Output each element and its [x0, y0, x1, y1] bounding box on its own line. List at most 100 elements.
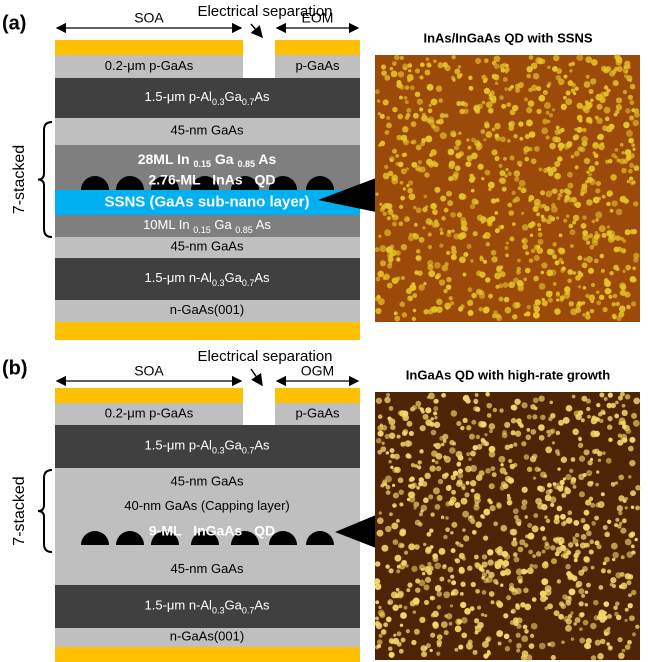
afm-dot: [375, 616, 380, 621]
afm-dot: [596, 103, 603, 110]
afm-dot: [410, 462, 416, 468]
afm-dot: [617, 637, 623, 643]
afm-dot: [484, 169, 491, 176]
afm-dot: [547, 642, 552, 647]
afm-dot: [573, 134, 580, 140]
afm-dot: [434, 562, 442, 570]
afm-dot: [532, 72, 540, 80]
afm-dot: [633, 252, 640, 259]
afm-dot: [491, 313, 497, 319]
afm-dot: [462, 226, 469, 232]
top-layer-label: 0.2-μm p-GaAs: [105, 405, 194, 420]
afm-dot: [414, 91, 421, 98]
afm-dot: [512, 508, 519, 515]
afm-dot: [426, 532, 432, 537]
region-label: EOM: [302, 10, 334, 26]
afm-dot: [596, 290, 600, 295]
afm-dot: [530, 633, 535, 638]
afm-dot: [474, 618, 480, 624]
afm-dot: [396, 79, 402, 85]
subscript: 0.3: [212, 97, 225, 107]
afm-dot: [569, 468, 574, 474]
afm-dot: [596, 615, 602, 621]
afm-dot: [538, 167, 543, 172]
afm-dot: [554, 449, 560, 454]
afm-dot: [590, 299, 595, 304]
afm-dot: [527, 522, 533, 528]
afm-dot: [530, 622, 538, 630]
afm-dot: [450, 531, 454, 535]
afm-dot: [395, 587, 400, 592]
afm-dot: [596, 450, 603, 457]
afm-dot: [557, 247, 564, 253]
afm-dot: [613, 264, 619, 271]
afm-dot: [532, 476, 537, 480]
afm-dot: [379, 260, 387, 267]
afm-dot: [406, 184, 410, 188]
afm-dot: [582, 523, 590, 531]
afm-dot: [626, 580, 632, 586]
afm-dot: [475, 474, 483, 481]
afm-dot: [381, 424, 388, 431]
afm-dot: [560, 260, 565, 265]
afm-dot: [549, 641, 556, 648]
afm-dot: [590, 655, 597, 661]
afm-dot: [514, 87, 521, 93]
afm-dot: [574, 201, 582, 209]
afm-dot: [630, 301, 637, 307]
afm-dot: [386, 216, 391, 221]
afm-dot: [459, 108, 465, 115]
afm-dot: [629, 162, 635, 169]
afm-dot: [585, 311, 590, 316]
afm-dot: [554, 173, 560, 179]
afm-dot: [398, 604, 403, 609]
afm-dot: [454, 647, 459, 652]
top-layer-label: p-GaAs: [295, 58, 340, 73]
afm-dot: [595, 482, 599, 487]
afm-dot: [430, 632, 436, 638]
afm-dot: [545, 190, 553, 198]
afm-dot: [576, 54, 584, 62]
afm-dot: [533, 275, 539, 282]
afm-dot: [396, 569, 401, 574]
afm-dot: [609, 270, 614, 276]
afm-dot: [462, 417, 468, 424]
afm-dot: [482, 234, 487, 239]
afm-dot: [421, 115, 428, 122]
afm-dot: [468, 433, 475, 440]
afm-dot: [578, 601, 584, 607]
afm-dot: [471, 137, 476, 143]
afm-dot: [635, 484, 641, 491]
afm-dot: [567, 596, 572, 600]
afm-dot: [462, 528, 466, 532]
afm-dot: [399, 84, 405, 90]
afm-dot: [512, 104, 519, 112]
afm-dot: [450, 254, 457, 261]
afm-dot: [440, 442, 445, 447]
afm-dot: [579, 627, 583, 631]
afm-dot: [499, 271, 506, 278]
afm-dot: [521, 486, 528, 493]
afm-dot: [430, 98, 438, 106]
layer-text: n-GaAs(001): [170, 302, 244, 317]
afm-dot: [580, 191, 585, 197]
afm-dot: [567, 613, 573, 619]
afm-dot: [628, 593, 632, 598]
afm-dot: [633, 201, 639, 207]
afm-dot: [578, 436, 582, 441]
afm-dot: [394, 315, 401, 322]
afm-dot: [425, 643, 431, 649]
afm-dot: [612, 551, 619, 559]
afm-dot: [622, 239, 627, 243]
afm-dot: [460, 497, 468, 505]
afm-dot: [470, 518, 476, 525]
afm-dot: [382, 172, 390, 180]
afm-dot: [531, 84, 538, 92]
afm-dot: [446, 190, 452, 197]
layer-label: 1.5-μm n-Al0.3Ga0.7As: [145, 598, 270, 616]
afm-dot: [602, 451, 606, 455]
afm-dot: [484, 441, 489, 447]
afm-dot: [515, 269, 521, 275]
afm-dot: [588, 549, 594, 555]
afm-dot: [540, 414, 546, 421]
